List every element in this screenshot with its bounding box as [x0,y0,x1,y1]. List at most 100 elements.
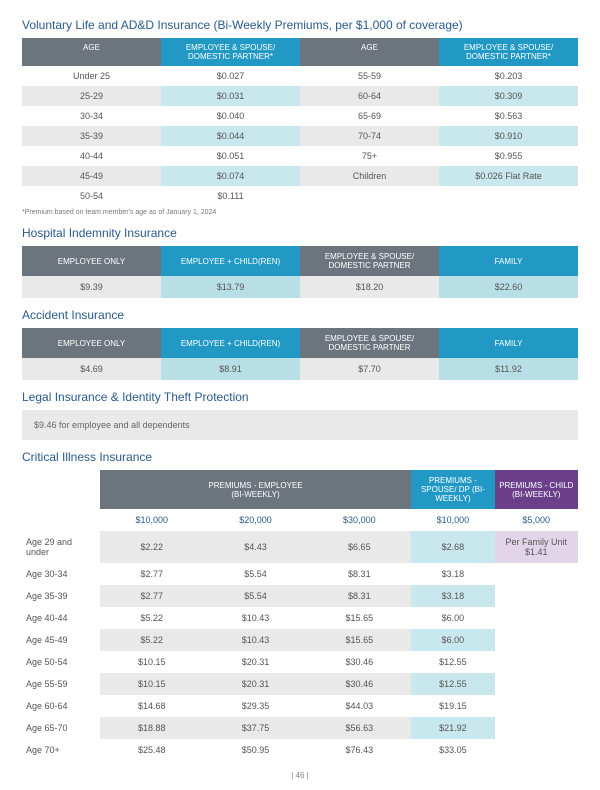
crit-emp: $5.54 [204,563,308,585]
crit-emp: $76.43 [307,739,411,761]
vl-head-2: AGE [300,38,439,66]
voluntary-table: AGE EMPLOYEE & SPOUSE/ DOMESTIC PARTNER*… [22,38,578,66]
crit-sub0: $10,000 [100,509,204,531]
accident-table: EMPLOYEE ONLY EMPLOYEE + CHILD(REN) EMPL… [22,328,578,380]
vl-cell: 40-44 [22,146,161,166]
vl-cell: $0.309 [439,86,578,106]
vl-cell [439,186,578,206]
crit-child-empty [495,629,578,651]
crit-child-empty [495,673,578,695]
vl-cell: Under 25 [22,66,161,86]
crit-spouse: $19.15 [411,695,494,717]
vl-cell: $0.563 [439,106,578,126]
vl-cell: $0.027 [161,66,300,86]
acc-h2: EMPLOYEE & SPOUSE/ DOMESTIC PARTNER [300,328,439,358]
hosp-h0: EMPLOYEE ONLY [22,246,161,276]
vl-cell: $0.203 [439,66,578,86]
crit-spouse: $3.18 [411,585,494,607]
vl-cell: 50-54 [22,186,161,206]
crit-emp: $10.43 [204,629,308,651]
vl-cell: 60-64 [300,86,439,106]
crit-child-empty [495,717,578,739]
vl-cell: 55-59 [300,66,439,86]
crit-sub1: $20,000 [204,509,308,531]
voluntary-title: Voluntary Life and AD&D Insurance (Bi-We… [22,18,578,32]
hospital-title: Hospital Indemnity Insurance [22,226,578,240]
hosp-h2: EMPLOYEE & SPOUSE/ DOMESTIC PARTNER [300,246,439,276]
crit-emp: $2.77 [100,585,204,607]
crit-emp: $50.95 [204,739,308,761]
crit-emp: $37.75 [204,717,308,739]
vl-cell: 45-49 [22,166,161,186]
crit-child-empty [495,651,578,673]
vl-cell: Children [300,166,439,186]
crit-sub2: $30,000 [307,509,411,531]
acc-h0: EMPLOYEE ONLY [22,328,161,358]
crit-age: Age 40-44 [22,607,100,629]
acc-v1: $8.91 [161,358,300,380]
crit-emp: $5.22 [100,629,204,651]
vl-head-3: EMPLOYEE & SPOUSE/ DOMESTIC PARTNER* [439,38,578,66]
crit-sub3: $10,000 [411,509,494,531]
crit-emp: $20.31 [204,651,308,673]
crit-emp: $6.65 [307,531,411,563]
crit-emp: $5.54 [204,585,308,607]
crit-spouse: $12.55 [411,673,494,695]
vl-cell: $0.031 [161,86,300,106]
vl-cell: $0.111 [161,186,300,206]
vl-cell: $0.910 [439,126,578,146]
crit-sub4: $5,000 [495,509,578,531]
vl-cell: 25-29 [22,86,161,106]
crit-age: Age 29 and under [22,531,100,563]
crit-age: Age 65-70 [22,717,100,739]
vl-head-0: AGE [22,38,161,66]
crit-emp: $2.77 [100,563,204,585]
crit-child-empty [495,739,578,761]
vl-cell: 75+ [300,146,439,166]
vl-cell: $0.040 [161,106,300,126]
crit-spouse: $3.18 [411,563,494,585]
crit-spouse: $2.68 [411,531,494,563]
crit-emp: $14.68 [100,695,204,717]
crit-emp: $8.31 [307,563,411,585]
crit-emp: $4.43 [204,531,308,563]
crit-child-empty [495,585,578,607]
crit-age: Age 55-59 [22,673,100,695]
crit-spouse: $21.92 [411,717,494,739]
legal-text: $9.46 for employee and all dependents [22,410,578,440]
crit-spouse: $33.05 [411,739,494,761]
crit-emp: $15.65 [307,607,411,629]
crit-emp: $18.88 [100,717,204,739]
acc-v2: $7.70 [300,358,439,380]
critical-table: PREMIUMS - EMPLOYEE (BI-WEEKLY) PREMIUMS… [22,470,578,761]
acc-h3: FAMILY [439,328,578,358]
crit-age: Age 50-54 [22,651,100,673]
crit-spouse: $6.00 [411,629,494,651]
vl-cell: $0.044 [161,126,300,146]
crit-child-empty [495,607,578,629]
acc-v3: $11.92 [439,358,578,380]
crit-age: Age 70+ [22,739,100,761]
acc-v0: $4.69 [22,358,161,380]
vl-head-1: EMPLOYEE & SPOUSE/ DOMESTIC PARTNER* [161,38,300,66]
critical-title: Critical Illness Insurance [22,450,578,464]
crit-age: Age 45-49 [22,629,100,651]
crit-emp: $44.03 [307,695,411,717]
crit-age: Age 35-39 [22,585,100,607]
crit-age: Age 30-34 [22,563,100,585]
crit-emp: $10.43 [204,607,308,629]
crit-emp: $5.22 [100,607,204,629]
crit-g1: PREMIUMS - EMPLOYEE (BI-WEEKLY) [100,470,411,509]
crit-spouse: $6.00 [411,607,494,629]
crit-child: Per Family Unit $1.41 [495,531,578,563]
crit-emp: $56.63 [307,717,411,739]
hosp-v2: $18.20 [300,276,439,298]
vl-cell: 70-74 [300,126,439,146]
crit-emp: $30.46 [307,651,411,673]
crit-emp: $10.15 [100,651,204,673]
crit-age: Age 60-64 [22,695,100,717]
vl-cell: $0.955 [439,146,578,166]
vl-cell: 65-69 [300,106,439,126]
hospital-table: EMPLOYEE ONLY EMPLOYEE + CHILD(REN) EMPL… [22,246,578,298]
acc-h1: EMPLOYEE + CHILD(REN) [161,328,300,358]
